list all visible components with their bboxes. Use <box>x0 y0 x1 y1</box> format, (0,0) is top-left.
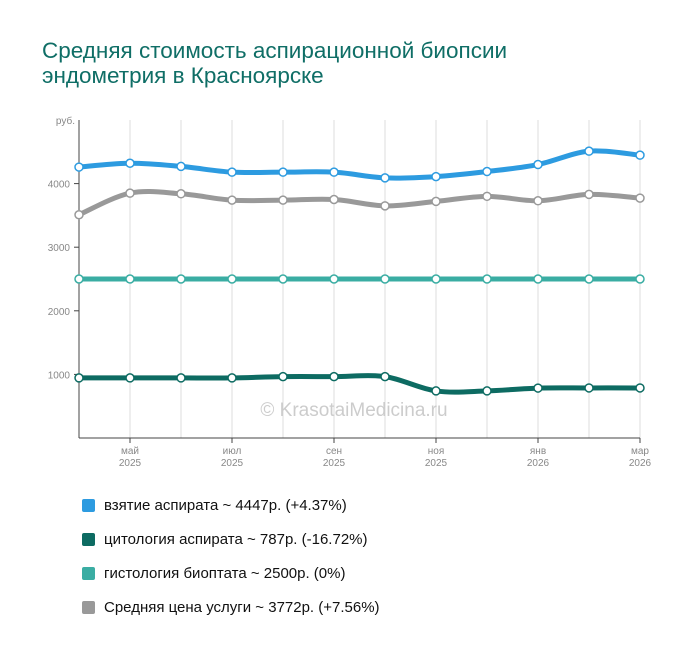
chart-title: Средняя стоимость аспирационной биопсии … <box>42 38 662 88</box>
data-point-цитология-аспирата <box>431 386 441 396</box>
data-point-гистология-биоптата <box>431 274 441 284</box>
legend-label-cytology: цитология аспирата ~ 787р. (-16.72%) <box>104 530 368 548</box>
data-point-взятие-аспирата <box>125 158 135 168</box>
data-point-взятие-аспирата <box>329 167 339 177</box>
series-line-Средняя-цена-услуги <box>76 188 643 218</box>
data-point-цитология-аспирата <box>125 373 135 383</box>
data-point-гистология-биоптата <box>176 274 186 284</box>
data-point-Средняя-цена-услуги <box>74 210 84 220</box>
legend-item-cytology[interactable]: цитология аспирата ~ 787р. (-16.72%) <box>82 522 380 556</box>
data-point-гистология-биоптата <box>482 274 492 284</box>
data-point-гистология-биоптата <box>584 274 594 284</box>
data-point-Средняя-цена-услуги <box>584 189 594 200</box>
data-point-взятие-аспирата <box>278 167 288 177</box>
legend-swatch-average <box>82 600 95 614</box>
data-point-взятие-аспирата <box>431 171 441 182</box>
data-point-Средняя-цена-услуги <box>227 195 237 205</box>
data-point-цитология-аспирата <box>380 371 390 382</box>
data-point-цитология-аспирата <box>74 373 84 383</box>
data-point-гистология-биоптата <box>329 274 339 284</box>
data-point-Средняя-цена-услуги <box>125 188 135 198</box>
data-point-Средняя-цена-услуги <box>329 194 339 205</box>
data-point-цитология-аспирата <box>584 383 594 393</box>
data-point-взятие-аспирата <box>176 161 186 172</box>
data-point-гистология-биоптата <box>227 274 237 284</box>
chart-title-line-2: эндометрия в Красноярске <box>42 63 324 88</box>
data-point-гистология-биоптата <box>380 274 390 284</box>
legend-label-histology: гистология биоптата ~ 2500р. (0%) <box>104 564 346 582</box>
data-point-гистология-биоптата <box>533 274 543 284</box>
legend-item-histology[interactable]: гистология биоптата ~ 2500р. (0%) <box>82 556 380 590</box>
data-point-цитология-аспирата <box>482 386 492 396</box>
legend: взятие аспирата ~ 4447р. (+4.37%) цитоло… <box>82 488 380 624</box>
y-tick-label: 4000 <box>48 180 71 191</box>
legend-swatch-aspirate <box>82 498 95 512</box>
y-tick-label: 1000 <box>48 370 71 381</box>
x-tick-label-month: янв <box>530 446 546 457</box>
y-tick-label: 3000 <box>48 243 71 254</box>
data-point-гистология-биоптата <box>125 274 135 284</box>
legend-label-average: Средняя цена услуги ~ 3772р. (+7.56%) <box>104 598 380 616</box>
data-point-цитология-аспирата <box>176 373 186 383</box>
data-point-взятие-аспирата <box>380 173 390 183</box>
data-point-взятие-аспирата <box>635 150 645 160</box>
y-tick-label: 2000 <box>48 307 71 318</box>
series-line-цитология-аспирата <box>76 373 643 395</box>
x-tick-label-year: 2026 <box>629 458 652 469</box>
data-point-цитология-аспирата <box>635 383 645 393</box>
x-tick-label-year: 2026 <box>527 458 550 469</box>
chart-title-line-1: Средняя стоимость аспирационной биопсии <box>42 38 508 63</box>
x-tick-label-month: ноя <box>428 446 445 457</box>
legend-item-aspirate[interactable]: взятие аспирата ~ 4447р. (+4.37%) <box>82 488 380 522</box>
x-tick-label-year: 2025 <box>119 458 142 469</box>
data-point-Средняя-цена-услуги <box>482 191 492 202</box>
data-point-взятие-аспирата <box>584 146 594 156</box>
x-tick-label-year: 2025 <box>425 458 448 469</box>
data-point-гистология-биоптата <box>278 274 288 284</box>
data-point-Средняя-цена-услуги <box>635 193 645 203</box>
data-point-цитология-аспирата <box>278 371 288 382</box>
data-point-взятие-аспирата <box>227 167 237 177</box>
data-point-Средняя-цена-услуги <box>278 195 288 205</box>
data-point-цитология-аспирата <box>227 373 237 383</box>
x-tick-label-year: 2025 <box>221 458 244 469</box>
data-point-цитология-аспирата <box>329 371 339 382</box>
data-point-Средняя-цена-услуги <box>380 201 390 211</box>
x-tick-label-month: май <box>121 446 139 457</box>
data-point-Средняя-цена-услуги <box>431 196 441 207</box>
data-point-цитология-аспирата <box>533 383 543 393</box>
legend-item-average[interactable]: Средняя цена услуги ~ 3772р. (+7.56%) <box>82 590 380 624</box>
x-tick-label-month: сен <box>326 446 342 457</box>
data-point-взятие-аспирата <box>74 162 84 172</box>
watermark: © KrasotaiMedicina.ru <box>260 400 447 421</box>
data-point-Средняя-цена-услуги <box>533 196 543 206</box>
data-point-гистология-биоптата <box>635 274 645 284</box>
y-axis-unit-label: руб. <box>56 115 75 127</box>
legend-label-aspirate: взятие аспирата ~ 4447р. (+4.37%) <box>104 496 347 514</box>
x-tick-label-month: июл <box>223 446 242 457</box>
line-chart: © KrasotaiMedicina.ru руб. 1000 2000 3000 400… <box>48 115 652 469</box>
legend-swatch-histology <box>82 566 95 580</box>
legend-swatch-cytology <box>82 532 95 546</box>
data-point-взятие-аспирата <box>533 159 543 170</box>
x-tick-label-year: 2025 <box>323 458 346 469</box>
x-tick-label-month: мар <box>631 446 649 457</box>
data-point-взятие-аспирата <box>482 166 492 177</box>
data-point-гистология-биоптата <box>74 274 84 284</box>
data-point-Средняя-цена-услуги <box>176 189 186 199</box>
series-line-взятие-аспирата <box>76 148 643 181</box>
